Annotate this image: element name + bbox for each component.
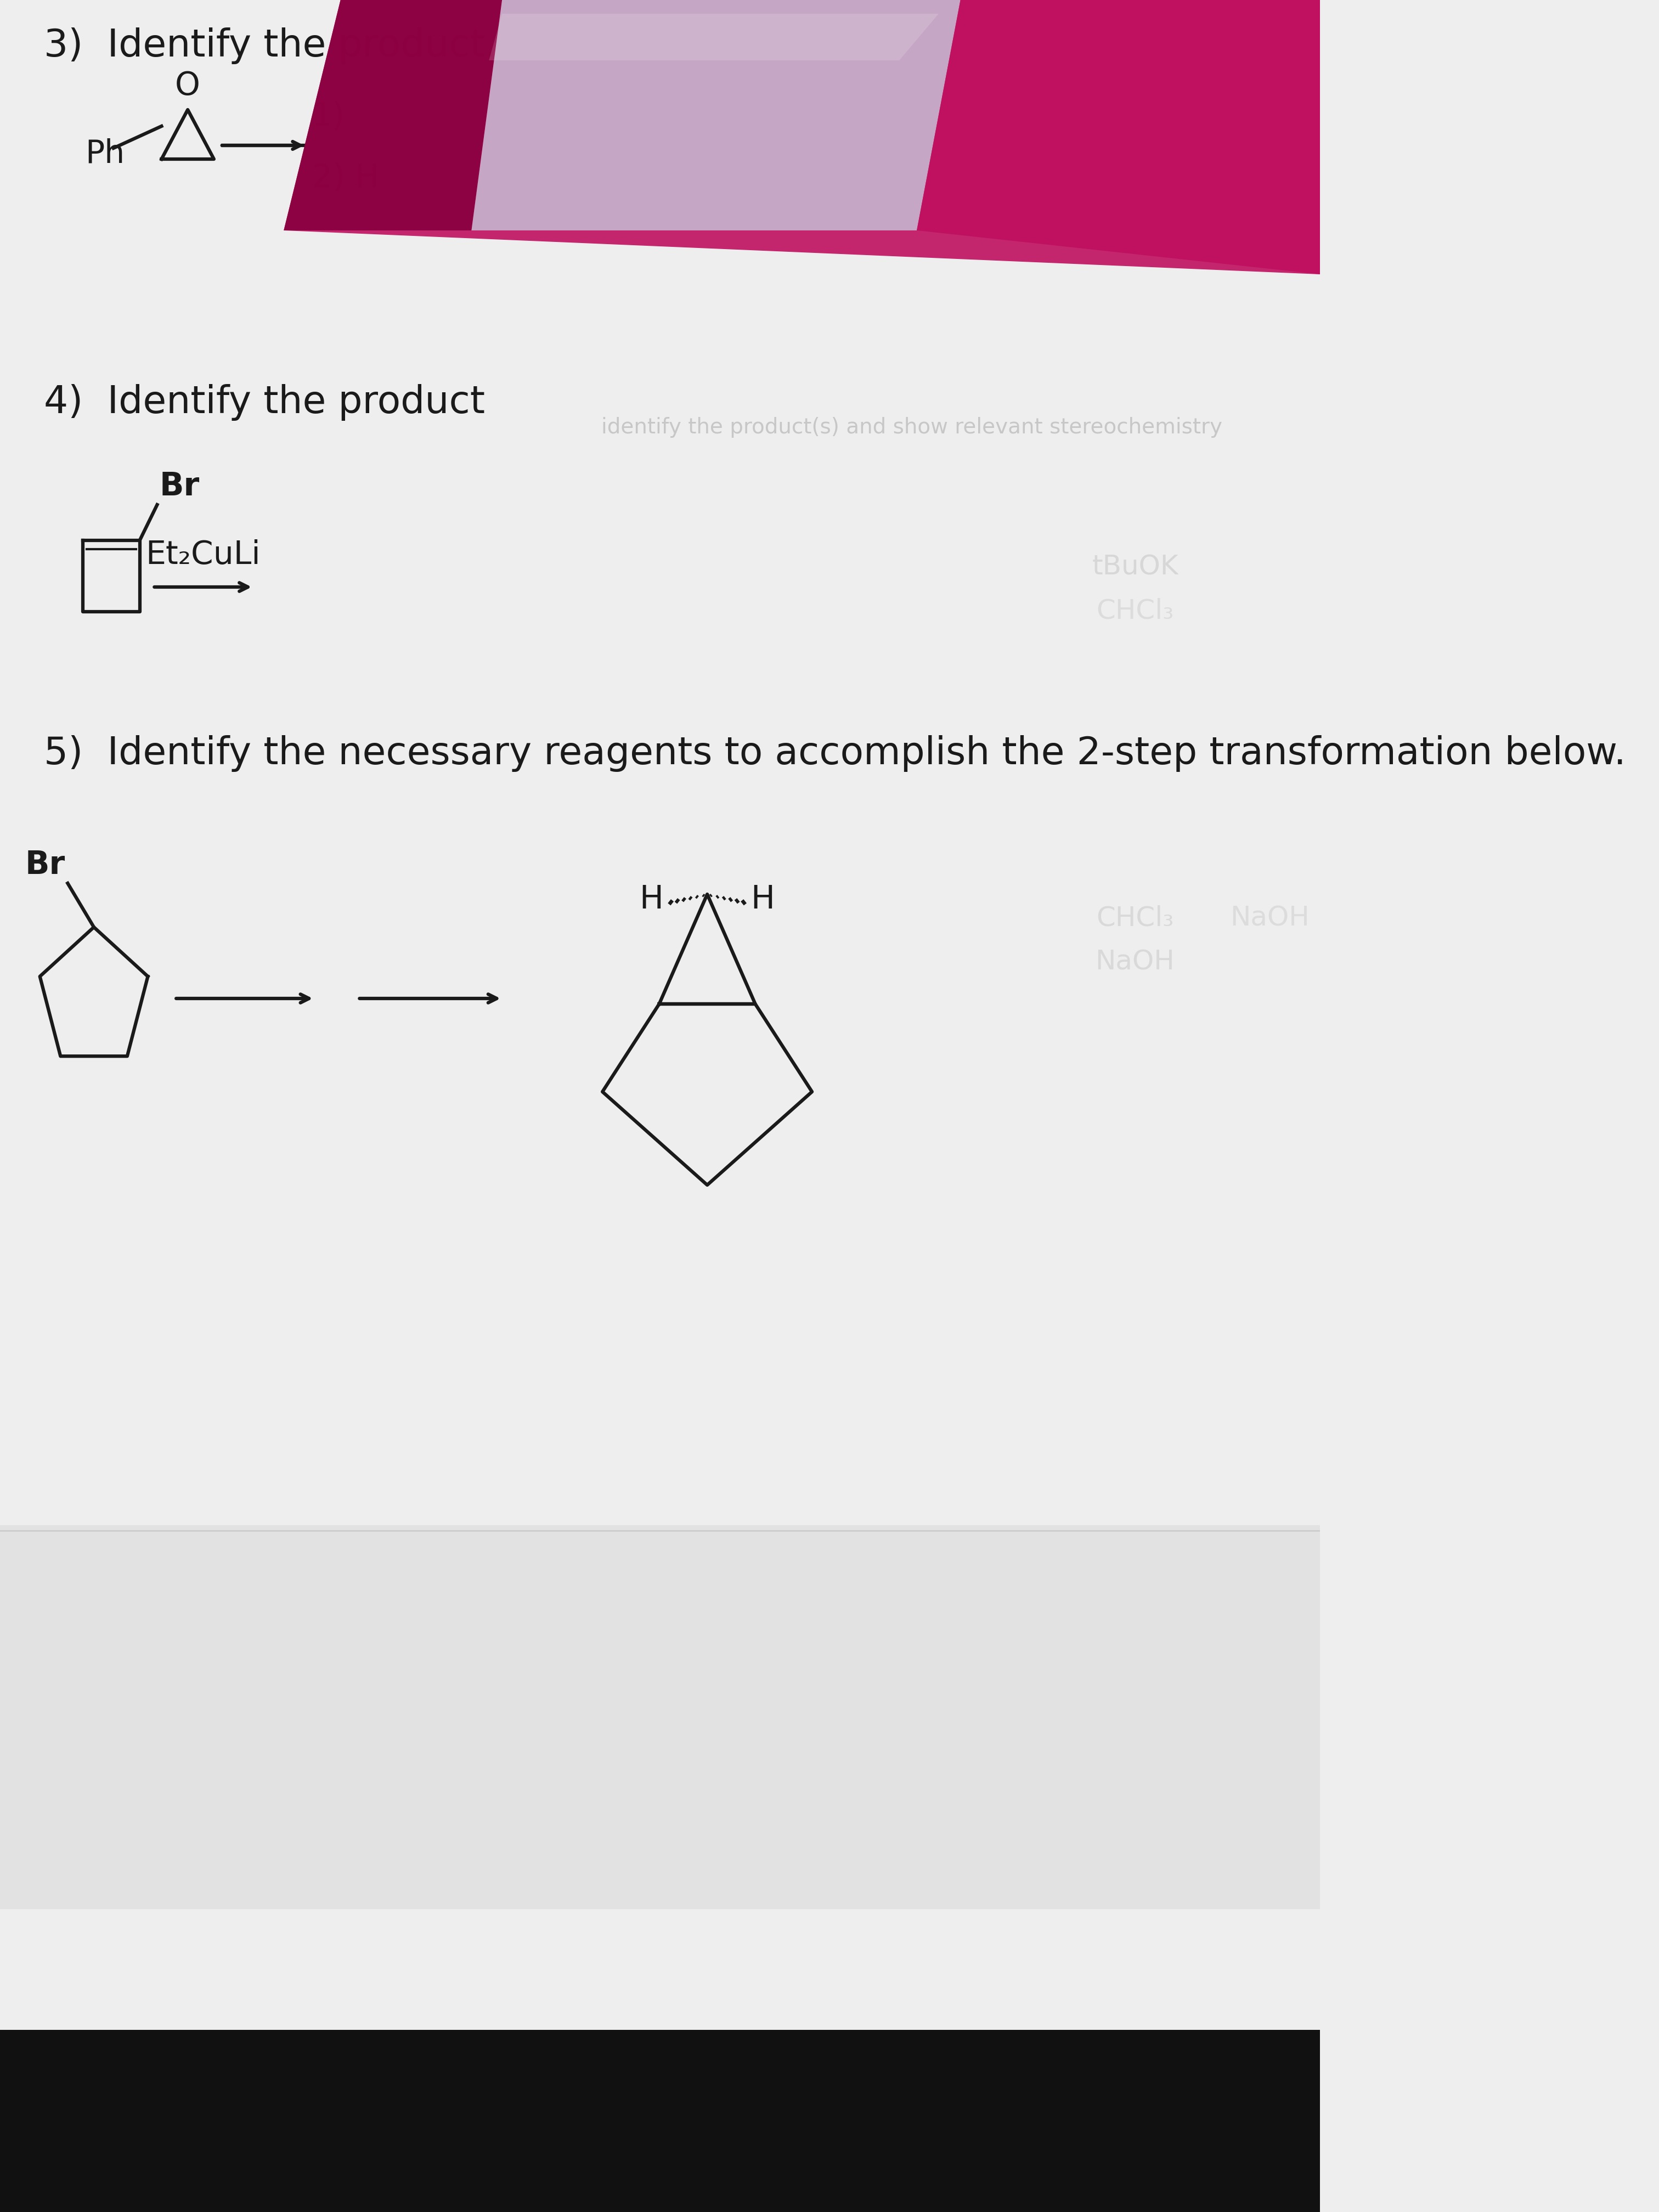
Text: H: H bbox=[752, 885, 775, 916]
Text: 2) H: 2) H bbox=[312, 161, 380, 192]
Text: CHCl₃: CHCl₃ bbox=[1097, 597, 1175, 624]
Text: Et₂CuLi: Et₂CuLi bbox=[146, 540, 260, 571]
Text: NaOH: NaOH bbox=[1231, 905, 1309, 931]
Bar bbox=[0, 1524, 1321, 1909]
Text: identify the product(s) and show relevant stereochemistry: identify the product(s) and show relevan… bbox=[601, 416, 1223, 438]
Text: Ph: Ph bbox=[85, 137, 124, 170]
Text: O: O bbox=[176, 71, 201, 102]
Polygon shape bbox=[284, 0, 1321, 274]
Polygon shape bbox=[471, 0, 961, 230]
Polygon shape bbox=[917, 0, 1321, 274]
Text: Br: Br bbox=[25, 849, 65, 880]
Polygon shape bbox=[284, 0, 503, 230]
Polygon shape bbox=[489, 13, 939, 60]
Bar bbox=[0, 0, 1321, 1524]
Text: NaOH: NaOH bbox=[1095, 949, 1175, 975]
Text: 5)  Identify the necessary reagents to accomplish the 2-step transformation belo: 5) Identify the necessary reagents to ac… bbox=[43, 734, 1626, 772]
Text: 3)  Identify the product.: 3) Identify the product. bbox=[43, 27, 496, 64]
Text: 4)  Identify the product: 4) Identify the product bbox=[43, 385, 484, 420]
Text: tBuOK: tBuOK bbox=[1092, 553, 1178, 580]
Bar bbox=[0, 2031, 1321, 2212]
Text: H: H bbox=[639, 885, 664, 916]
Text: 1): 1) bbox=[312, 100, 345, 133]
Text: CHCl₃: CHCl₃ bbox=[1097, 905, 1175, 931]
Text: Br: Br bbox=[159, 471, 199, 502]
